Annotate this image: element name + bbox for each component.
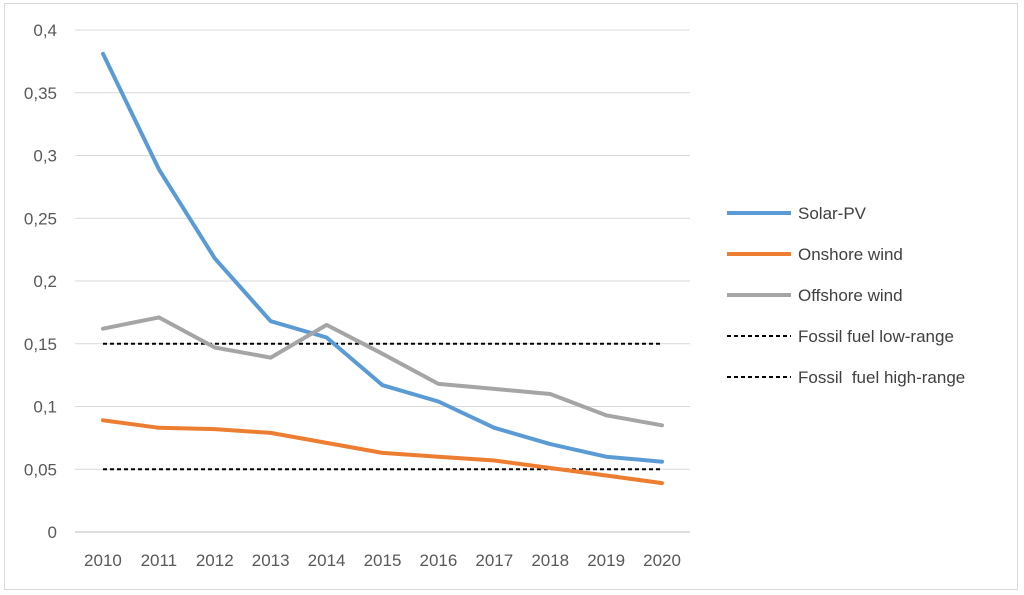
x-tick-label: 2019 (587, 551, 625, 570)
series-line-offshore-wind (101, 315, 664, 428)
x-tick-label: 2010 (84, 551, 122, 570)
legend-label: Fossil fuel low-range (798, 327, 954, 346)
legend-label: Onshore wind (798, 245, 903, 264)
legend-label: Solar-PV (798, 204, 867, 223)
y-tick-label: 0,35 (24, 84, 57, 103)
series-lines (101, 51, 664, 486)
y-tick-label: 0,1 (33, 398, 57, 417)
legend-label: Fossil fuel high-range (798, 368, 965, 387)
legend: Solar-PV Onshore wind Offshore wind Fossil … (727, 204, 965, 387)
x-tick-label: 2011 (141, 551, 178, 570)
y-tick-label: 0,4 (33, 21, 57, 40)
y-tick-label: 0,05 (24, 460, 57, 479)
series-line-solar-pv (101, 51, 664, 464)
x-tick-label: 2018 (531, 551, 569, 570)
chart-frame (4, 3, 1018, 590)
x-tick-label: 2016 (419, 551, 457, 570)
x-tick-label: 2014 (308, 551, 346, 570)
gridlines (75, 29, 690, 470)
y-tick-label: 0,3 (33, 147, 57, 166)
x-tick-label: 2017 (475, 551, 513, 570)
x-tick-label: 2015 (364, 551, 402, 570)
y-tick-label: 0,2 (33, 272, 57, 291)
x-tick-label: 2013 (252, 551, 290, 570)
axes: 0 0,05 0,1 0,15 0,2 0,25 0,3 0,35 0,4 2010 2011 201… (24, 21, 690, 570)
y-tick-label: 0 (48, 523, 57, 542)
series-line-onshore-wind (101, 418, 664, 486)
x-tick-label: 2012 (196, 551, 234, 570)
legend-label: Offshore wind (798, 286, 903, 305)
x-tick-label: 2020 (643, 551, 681, 570)
y-tick-label: 0,15 (24, 335, 57, 354)
y-tick-label: 0,25 (24, 209, 57, 228)
